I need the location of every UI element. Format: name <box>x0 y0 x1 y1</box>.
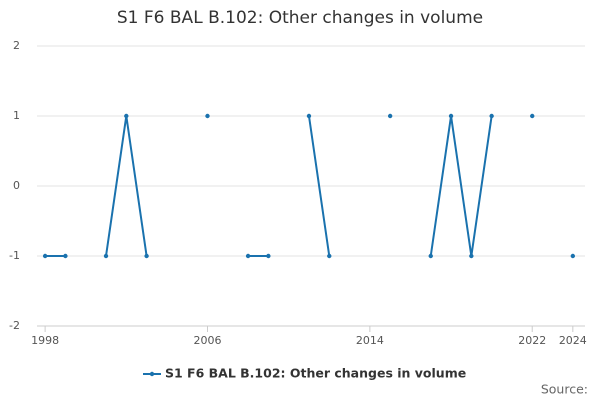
y-tick-label: -1 <box>9 249 20 262</box>
point <box>144 253 149 259</box>
point <box>327 253 332 259</box>
point <box>103 253 109 259</box>
point <box>266 253 271 259</box>
point <box>530 113 535 119</box>
point <box>63 253 68 259</box>
chart-title: S1 F6 BAL B.102: Other changes in volume <box>117 8 483 28</box>
point <box>570 253 576 259</box>
x-tick-label: 2024 <box>559 334 587 347</box>
point <box>124 113 129 119</box>
legend-marker <box>149 371 155 377</box>
point <box>428 253 433 259</box>
point <box>42 253 48 259</box>
point <box>245 253 251 259</box>
legend-label: S1 F6 BAL B.102: Other changes in volume <box>165 366 466 381</box>
point <box>489 113 494 119</box>
x-tick-label: 2006 <box>193 334 221 347</box>
y-tick-label: -2 <box>9 319 20 332</box>
source: Source: <box>541 382 588 397</box>
point <box>205 113 210 119</box>
y-tick-label: 0 <box>13 179 20 192</box>
y-tick-label: 1 <box>13 109 20 122</box>
point <box>469 253 474 259</box>
x-tick-label: 1998 <box>31 334 59 347</box>
x-tick-label: 2022 <box>518 334 546 347</box>
point <box>306 113 312 119</box>
x-tick-label: 2014 <box>356 334 384 347</box>
point <box>448 113 454 119</box>
y-tick-label: 2 <box>13 39 20 52</box>
point <box>387 113 393 119</box>
